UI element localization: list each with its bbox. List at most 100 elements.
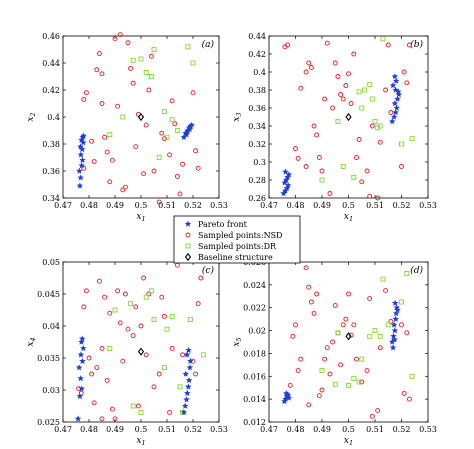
x-tick-label: 0.47 [54,425,72,434]
nsd-point [375,195,381,201]
nsd-point [102,294,108,300]
y-tick-label: 0.44 [42,59,60,68]
nsd-point [125,40,131,46]
dr-point [404,270,410,276]
pareto-point [395,88,402,95]
panel-tag: (c) [202,265,215,276]
pareto-point [180,133,188,140]
dr-point [151,317,157,323]
pareto-legend-marker [184,220,192,227]
nsd-point [195,301,201,307]
nsd-point [383,87,389,93]
nsd-point [198,275,204,281]
nsd-point [343,316,349,322]
nsd-point [180,352,186,358]
nsd-point [109,406,115,412]
nsd-point [146,291,152,297]
plot-frame [268,261,429,423]
nsd-point [133,144,139,150]
nsd-point [332,60,338,66]
nsd-point [104,377,110,383]
pareto-point [393,104,400,111]
nsd-point [359,379,365,385]
y-tick-label: 0.34 [42,194,60,203]
x-tick-label: 0.52 [184,201,202,210]
y-tick-label: 0.36 [248,104,266,113]
x-tick-label: 0.48 [80,201,98,210]
nsd-point [120,187,126,193]
nsd-point [369,123,375,129]
nsd-point [120,358,126,364]
nsd-point [130,80,136,86]
nsd-point [81,304,87,310]
nsd-point [148,53,154,59]
series-baseline [345,332,352,341]
dr-point [143,294,149,300]
pareto-point [186,125,194,132]
series-dr [319,270,415,388]
nsd-point [190,90,196,96]
pareto-point [388,338,396,345]
y-axis-label: x4 [26,337,37,346]
nsd-point [172,121,178,127]
baseline-point [137,112,145,122]
nsd-point [169,98,175,104]
dr-point [399,299,404,305]
series-pareto [74,335,194,422]
nsd-point [94,365,100,371]
nsd-legend-marker [185,232,191,238]
nsd-point [401,390,407,396]
panel-c: 0.47 0.48 0.49 0.5 0.51 0.52 0.53 0.025 0.03 0.03… [26,258,228,447]
pareto-point [181,402,189,409]
pareto-point [394,306,401,313]
series-dr [107,44,196,160]
pareto-point [395,91,403,98]
pareto-point [390,332,397,340]
series-baseline [137,347,145,356]
x-axis-label: x1 [136,436,145,447]
y-tick-label: 0.3 [253,158,266,167]
nsd-point [193,371,199,377]
pareto-point [282,168,289,175]
nsd-point [330,339,336,345]
x-tick-label: 0.51 [366,425,384,434]
x-tick-label: 0.48 [287,201,305,210]
pareto-point [185,377,193,384]
x-tick-label: 0.47 [260,201,278,210]
legend-item-pareto: Pareto front [184,220,248,229]
dr-point [372,119,378,124]
nsd-point [314,132,320,138]
nsd-point [104,149,110,155]
nsd-point [293,322,298,328]
nsd-point [143,122,149,128]
pareto-point [183,351,191,358]
dr-point [346,382,351,388]
nsd-point [327,191,333,196]
dr-point [161,365,167,371]
dr-point [351,376,357,382]
nsd-point [407,396,412,402]
dr-point [369,96,375,102]
y-tick-label: 0.014 [243,395,266,404]
y-tick-label: 0.44 [248,32,266,41]
y-tick-label: 0.28 [248,176,266,185]
x-tick-label: 0.51 [158,201,176,210]
baseline-point [345,112,352,122]
pareto-point [391,327,399,334]
x-tick-label: 0.48 [80,425,98,434]
dr-point [380,36,386,42]
pareto-point [187,357,194,364]
pareto-point [183,396,190,403]
dr-point [367,333,373,339]
panel-tag: (b) [410,39,423,50]
nsd-point [359,179,365,185]
series-dr [107,288,206,415]
y-tick-label: 0.035 [37,354,60,363]
pareto-point [394,95,401,102]
dr-point [332,381,338,387]
pareto-point [392,310,400,317]
nsd-point [290,333,296,339]
dr-point [409,136,415,142]
pareto-point [79,335,86,342]
baseline-point [345,332,352,341]
